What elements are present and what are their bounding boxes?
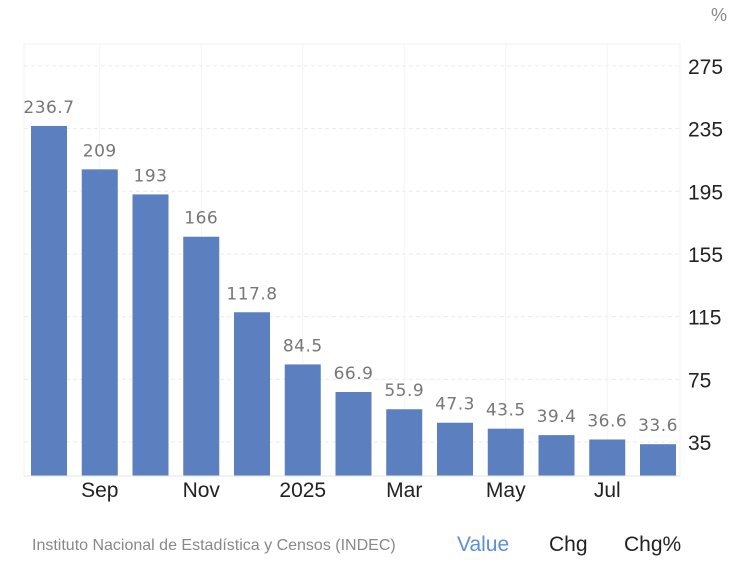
y-tick-label: 35 bbox=[688, 432, 711, 455]
x-tick-label: 2025 bbox=[279, 479, 326, 502]
bar bbox=[487, 428, 524, 476]
tab-chg-percent[interactable]: Chg% bbox=[624, 533, 682, 556]
bar bbox=[132, 194, 169, 476]
x-tick-label: Nov bbox=[183, 479, 221, 502]
y-tick-label: 155 bbox=[688, 244, 723, 267]
bar bbox=[234, 312, 270, 476]
data-label: 236.7 bbox=[23, 98, 74, 118]
bar bbox=[640, 444, 676, 476]
chart-footer: Instituto Nacional de Estadística y Cens… bbox=[32, 533, 732, 561]
bar bbox=[538, 435, 575, 476]
x-tick-label: Mar bbox=[386, 479, 422, 502]
data-label: 36.6 bbox=[587, 411, 627, 431]
data-label: 39.4 bbox=[537, 407, 577, 427]
data-label: 117.8 bbox=[226, 284, 277, 304]
source-label: Instituto Nacional de Estadística y Cens… bbox=[32, 537, 396, 554]
data-label: 84.5 bbox=[283, 336, 323, 356]
y-tick-label: 275 bbox=[688, 56, 723, 79]
bar bbox=[81, 169, 118, 476]
data-label: 209 bbox=[83, 141, 117, 161]
y-tick-label: 75 bbox=[688, 369, 711, 392]
unit-label: % bbox=[711, 5, 727, 25]
data-label: 166 bbox=[184, 209, 218, 229]
bar bbox=[284, 364, 321, 476]
bar bbox=[386, 409, 423, 476]
x-tick-label: Jul bbox=[594, 479, 621, 502]
bar-chart: 35 75 115 155 195 235 275% 236.7 209 193 166 117.8 8… bbox=[23, 5, 727, 502]
bar bbox=[335, 392, 372, 476]
y-tick-label: 195 bbox=[688, 181, 723, 204]
y-tick-label: 235 bbox=[688, 119, 723, 142]
x-tick-label: Sep bbox=[81, 479, 118, 502]
bar bbox=[31, 125, 67, 476]
data-label: 33.6 bbox=[638, 416, 678, 436]
data-label: 43.5 bbox=[486, 401, 526, 421]
bar bbox=[183, 236, 220, 476]
data-label: 55.9 bbox=[384, 381, 424, 401]
bar bbox=[437, 422, 473, 476]
data-label: 66.9 bbox=[334, 364, 374, 384]
tab-value[interactable]: Value bbox=[457, 533, 510, 556]
bar bbox=[589, 439, 626, 476]
tab-chg[interactable]: Chg bbox=[549, 533, 588, 556]
y-tick-label: 115 bbox=[688, 307, 721, 330]
data-label: 47.3 bbox=[435, 395, 475, 415]
data-label: 193 bbox=[134, 166, 168, 186]
x-tick-label: May bbox=[486, 479, 526, 502]
